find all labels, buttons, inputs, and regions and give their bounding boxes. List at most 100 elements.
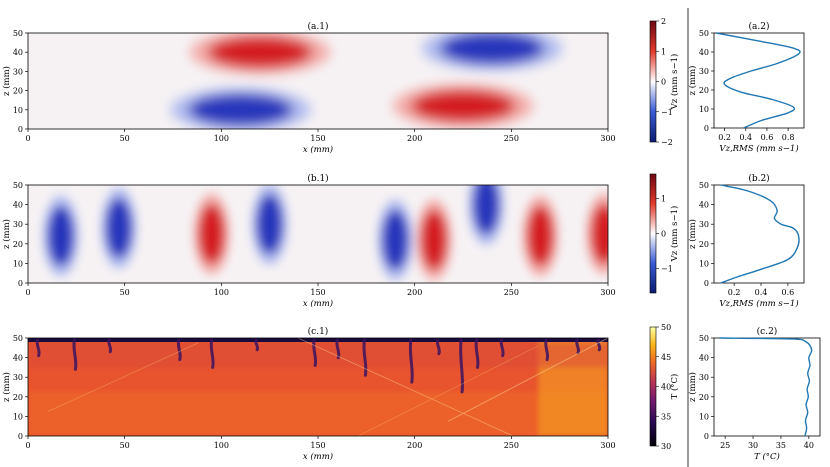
- x-tick-label: 0: [25, 441, 30, 450]
- y-tick-label: 10: [13, 412, 23, 421]
- streak-line: [297, 338, 514, 436]
- colorbar-b1: [649, 173, 657, 294]
- colorbar-tick-label: 40: [661, 383, 671, 392]
- heatmap-b1: [28, 185, 608, 283]
- x-axis-label-b1: x (mm): [303, 298, 333, 309]
- colorbar-tick-label: 50: [661, 323, 671, 332]
- x-tick-label: 200: [407, 134, 422, 143]
- cold-plume: [575, 338, 581, 355]
- line-layer: [715, 32, 813, 437]
- y-tick-label: 40: [699, 201, 709, 210]
- x-tick-label: 50: [120, 288, 130, 297]
- downflow-structure: [47, 205, 74, 266]
- x-tick-label: 150: [310, 134, 325, 143]
- x-tick-label: 30: [748, 441, 758, 450]
- y-tick-label: 10: [699, 105, 709, 114]
- y-tick-label: 20: [13, 240, 23, 249]
- y-tick-label: 40: [13, 201, 23, 210]
- colorbar-tick-label: 1: [661, 195, 666, 204]
- colorbar-tick-label: 0: [661, 78, 666, 87]
- y-axis-label-a2: z (mm): [687, 66, 698, 96]
- y-tick-label: 0: [18, 279, 23, 288]
- cold-plume: [435, 338, 441, 356]
- heatmap-layer: [28, 33, 608, 436]
- x-tick-label: 0.6: [761, 133, 774, 142]
- cold-plume: [408, 338, 414, 384]
- y-axis-label-b1: z (mm): [1, 219, 12, 249]
- x-tick-label: 300: [600, 288, 615, 297]
- colorbar-tick-label: 45: [661, 353, 671, 362]
- y-tick-label: 0: [704, 279, 709, 288]
- colorbar-label-c1: T (°C): [669, 374, 680, 400]
- plot-frame-c2: [713, 337, 821, 437]
- panel-title-a2: (a.2): [749, 21, 770, 32]
- x-tick-label: 35: [776, 441, 786, 450]
- y-axis-label-a1: z (mm): [1, 66, 12, 96]
- x-tick-label: 250: [504, 441, 519, 450]
- x-tick-label: 0.8: [782, 133, 795, 142]
- cold-plume: [35, 338, 41, 358]
- plot-frame-b2: [713, 184, 805, 284]
- y-tick-label: 10: [13, 106, 23, 115]
- cold-plume: [209, 338, 215, 369]
- profile-line-c2: [719, 337, 813, 437]
- y-tick-label: 40: [699, 48, 709, 57]
- heatmap-a1: [28, 33, 608, 129]
- panel-title-c1: (c.1): [308, 326, 329, 337]
- y-tick-label: 40: [13, 48, 23, 57]
- x-tick-label: 100: [214, 134, 229, 143]
- x-axis-label-c2: T (°C): [754, 451, 780, 462]
- colorbar-tick-label: 35: [661, 412, 671, 421]
- cold-plume: [499, 338, 505, 358]
- x-tick-label: 200: [407, 441, 422, 450]
- y-tick-label: 30: [13, 373, 23, 382]
- downflow-structure: [382, 209, 409, 270]
- x-tick-label: 300: [600, 134, 615, 143]
- heatmap-c1: [28, 338, 608, 436]
- cold-plume: [596, 338, 602, 352]
- cold-plume: [362, 338, 368, 377]
- x-tick-label: 50: [120, 134, 130, 143]
- y-tick-label: 30: [699, 220, 709, 229]
- x-tick-label: 100: [214, 441, 229, 450]
- x-axis-label-b2: Vz,RMS (mm s−1): [719, 298, 798, 309]
- colorbar-tick-label: −1: [661, 108, 673, 117]
- downflow-structure: [188, 93, 293, 126]
- y-tick-label: 30: [13, 220, 23, 229]
- y-tick-label: 20: [13, 87, 23, 96]
- colorbar-label-a1: Vz (mm s−1): [669, 54, 680, 111]
- y-axis-label-c2: z (mm): [687, 372, 698, 402]
- y-tick-label: 0: [18, 432, 23, 441]
- upflow-structure: [411, 89, 515, 122]
- x-tick-label: 150: [310, 288, 325, 297]
- y-axis-label-c1: z (mm): [1, 372, 12, 402]
- y-tick-label: 30: [699, 67, 709, 76]
- y-tick-label: 30: [699, 373, 709, 382]
- y-tick-label: 30: [13, 67, 23, 76]
- y-tick-label: 20: [699, 393, 709, 402]
- cold-plume: [544, 338, 550, 362]
- x-axis-label-a2: Vz,RMS (mm s−1): [719, 143, 798, 154]
- upflow-structure: [527, 205, 554, 266]
- heatmap-field: [170, 33, 563, 129]
- plot-frame-a2: [713, 32, 805, 129]
- colorbar-tick-label: −2: [661, 138, 673, 147]
- y-tick-label: 40: [13, 354, 23, 363]
- y-tick-label: 20: [13, 393, 23, 402]
- upflow-structure: [421, 209, 447, 270]
- streak-line: [47, 342, 199, 412]
- downflow-structure: [440, 33, 544, 65]
- y-tick-label: 20: [699, 240, 709, 249]
- cold-top-boundary: [28, 338, 608, 342]
- y-tick-label: 50: [699, 181, 709, 190]
- x-tick-label: 250: [504, 134, 519, 143]
- x-tick-label: 0.4: [755, 288, 768, 297]
- plot-frame-b1: [27, 184, 609, 284]
- y-tick-label: 50: [13, 29, 23, 38]
- x-tick-label: 0.4: [739, 133, 752, 142]
- cold-plume: [254, 338, 260, 352]
- cold-plume: [335, 338, 341, 360]
- cool-upper-region: [28, 342, 608, 368]
